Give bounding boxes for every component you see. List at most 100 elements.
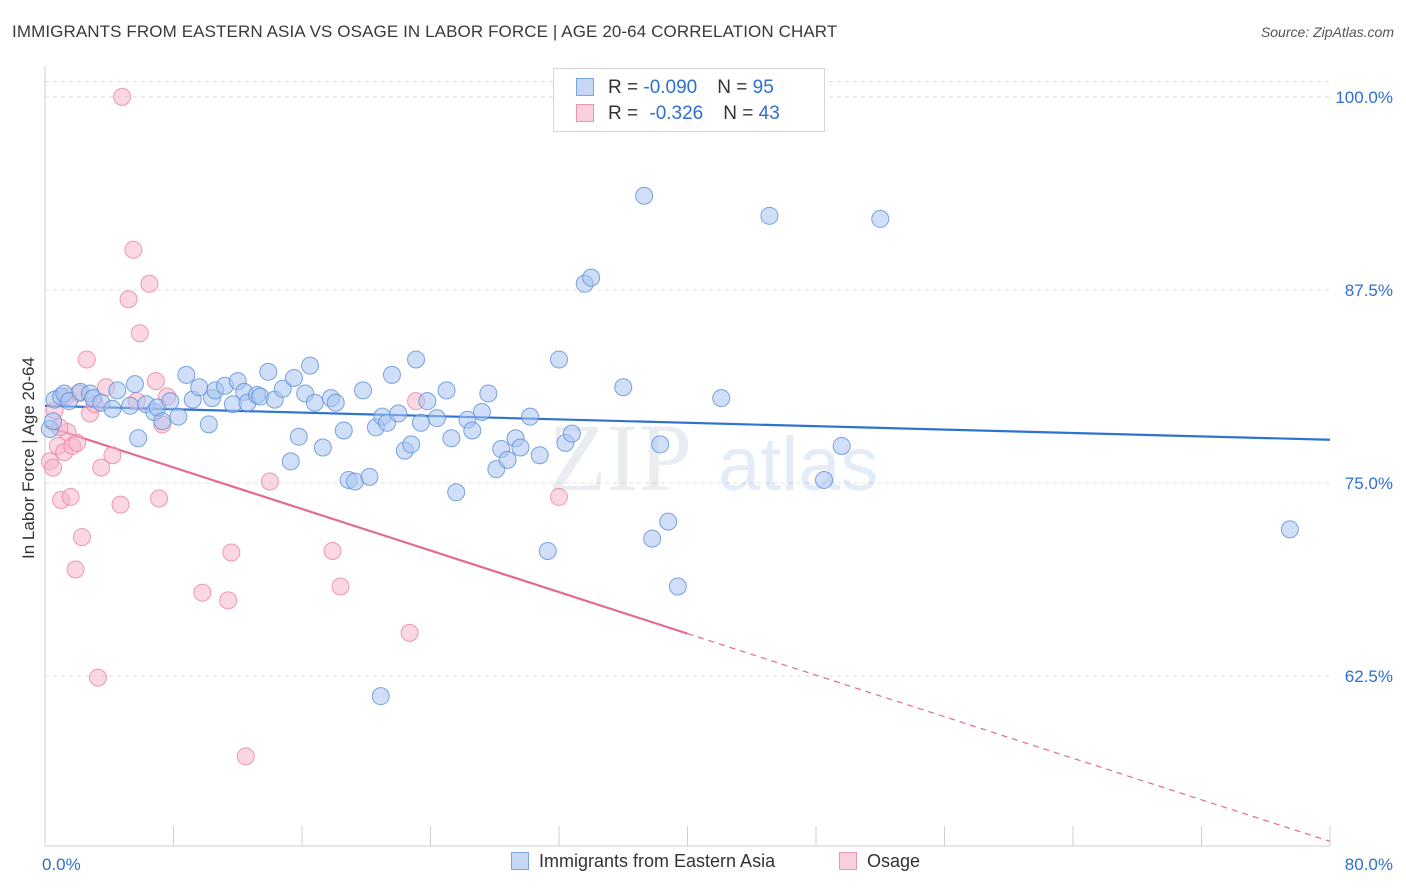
eastern-asia-point — [289, 427, 308, 446]
eastern-asia-point — [463, 421, 482, 440]
eastern-asia-point — [326, 393, 345, 412]
osage-point — [400, 623, 419, 642]
eastern-asia-point — [360, 467, 379, 486]
osage-point — [550, 487, 568, 506]
legend-n-label: N = — [723, 103, 759, 124]
eastern-asia-point — [442, 429, 461, 448]
eastern-asia-point — [815, 470, 834, 489]
legend-n-label: N = — [717, 77, 753, 98]
legend-row-eastern-asia: R = -0.090 N = 95 — [576, 77, 774, 99]
data-points — [40, 87, 1299, 766]
osage-point — [92, 458, 111, 477]
eastern-asia-point — [402, 435, 421, 454]
legend-swatch-blue — [576, 78, 594, 96]
trend-line-solid — [44, 424, 688, 635]
x-tick-label: 0.0% — [42, 855, 81, 874]
eastern-asia-point — [498, 450, 517, 469]
osage-point — [140, 274, 159, 293]
eastern-asia-point — [871, 209, 890, 228]
eastern-asia-point — [582, 268, 601, 287]
osage-point — [68, 433, 87, 452]
trend-line — [44, 404, 1331, 441]
eastern-asia-point — [177, 365, 196, 384]
eastern-asia-point — [712, 389, 731, 408]
osage-point — [146, 372, 165, 391]
osage-point — [113, 87, 132, 106]
eastern-asia-point — [161, 392, 180, 411]
eastern-asia-point — [614, 378, 633, 397]
osage-point — [44, 458, 63, 477]
y-tick-label: 62.5% — [1345, 667, 1393, 686]
x-tick-label: 80.0% — [1345, 855, 1393, 874]
legend-n-value: 95 — [752, 77, 774, 98]
eastern-asia-point — [411, 413, 430, 432]
y-tick-label: 100.0% — [1335, 88, 1393, 107]
eastern-asia-point — [354, 381, 373, 400]
eastern-asia-point — [651, 435, 670, 454]
osage-point — [130, 324, 149, 343]
eastern-asia-point — [199, 415, 218, 434]
eastern-asia-point — [259, 362, 278, 381]
bottom-legend-label: Immigrants from Eastern Asia — [539, 851, 776, 871]
osage-point — [119, 290, 138, 309]
osage-point — [77, 350, 96, 369]
eastern-asia-point — [129, 429, 148, 448]
eastern-asia-point — [382, 365, 401, 384]
eastern-asia-point — [479, 384, 498, 403]
eastern-asia-point — [153, 412, 172, 431]
eastern-asia-point — [284, 369, 303, 387]
eastern-asia-point — [313, 438, 332, 457]
bottom-legend-swatch-pink — [839, 852, 857, 870]
eastern-asia-point — [44, 412, 63, 431]
correlation-legend: R = -0.090 N = 95 R = -0.326 N = 43 — [553, 68, 825, 132]
eastern-asia-point — [562, 424, 581, 443]
eastern-asia-point — [407, 350, 426, 369]
osage-point — [61, 487, 80, 506]
eastern-asia-point — [659, 512, 678, 531]
legend-row-osage: R = -0.326 N = 43 — [576, 103, 780, 125]
eastern-asia-point — [530, 446, 549, 465]
eastern-asia-point — [437, 381, 456, 400]
legend-n-value: 43 — [758, 103, 780, 124]
osage-point — [193, 583, 212, 602]
y-axis-label: In Labor Force | Age 20-64 — [19, 357, 38, 559]
eastern-asia-point — [538, 541, 557, 560]
osage-point — [124, 240, 143, 259]
source-label: Source: ZipAtlas.com — [1260, 24, 1394, 40]
eastern-asia-point — [760, 206, 779, 225]
eastern-asia-point — [273, 379, 292, 398]
eastern-asia-point — [281, 452, 300, 471]
bottom-legend-swatch-blue — [511, 852, 529, 870]
eastern-asia-point — [305, 393, 324, 412]
legend-r-value: -0.326 — [649, 103, 704, 124]
eastern-asia-point — [1280, 520, 1299, 539]
eastern-asia-point — [389, 404, 408, 423]
y-tick-label: 87.5% — [1345, 281, 1393, 300]
eastern-asia-point — [371, 687, 390, 706]
legend-r-label: R = — [608, 77, 644, 98]
osage-point — [323, 541, 342, 560]
eastern-asia-point — [125, 375, 144, 394]
eastern-asia-point — [832, 436, 851, 455]
bottom-legend-osage: Osage — [839, 851, 920, 872]
trend-line-dashed — [687, 633, 1331, 842]
tick-labels: 62.5% 75.0% 87.5% 100.0% 0.0% 80.0% — [42, 88, 1393, 874]
osage-point — [66, 560, 85, 579]
eastern-asia-point — [550, 350, 568, 369]
osage-point — [236, 747, 255, 766]
legend-r-value: -0.090 — [643, 77, 698, 98]
eastern-asia-point — [169, 407, 188, 426]
osage-point — [219, 591, 238, 610]
osage-point — [260, 472, 279, 491]
watermark-atlas: atlas — [718, 422, 879, 507]
osage-point — [103, 446, 122, 465]
eastern-asia-point — [447, 483, 466, 502]
eastern-asia-point — [301, 356, 320, 375]
eastern-asia-point — [635, 186, 654, 205]
legend-swatch-pink — [576, 104, 594, 122]
legend-r-label: R = — [608, 103, 644, 124]
chart-title: IMMIGRANTS FROM EASTERN ASIA VS OSAGE IN… — [12, 22, 838, 41]
osage-point — [72, 528, 91, 547]
eastern-asia-point — [668, 577, 687, 596]
